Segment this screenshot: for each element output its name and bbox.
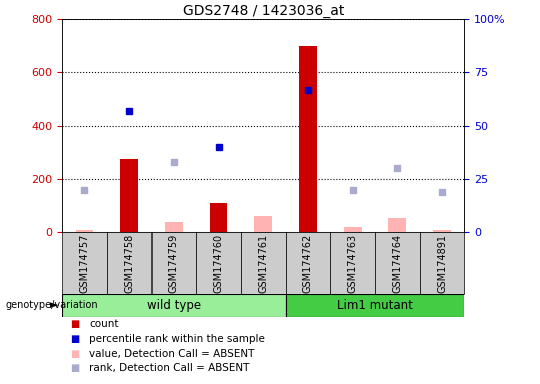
Text: wild type: wild type [147, 299, 201, 312]
Bar [76, 230, 93, 232]
Bar [420, 232, 464, 294]
Bar [286, 232, 330, 294]
Bar [152, 232, 196, 294]
Text: percentile rank within the sample: percentile rank within the sample [89, 334, 265, 344]
Bar [107, 232, 151, 294]
Text: GSM174759: GSM174759 [169, 233, 179, 293]
Bar [62, 294, 286, 317]
Bar [433, 230, 451, 232]
Text: count: count [89, 319, 119, 329]
Text: ►: ► [50, 300, 58, 310]
Bar [120, 159, 138, 232]
Bar [286, 294, 464, 317]
Bar [343, 227, 362, 232]
Text: GSM174764: GSM174764 [393, 233, 402, 293]
Bar [330, 232, 375, 294]
Text: GSM174763: GSM174763 [348, 233, 357, 293]
Bar [210, 203, 227, 232]
Bar [388, 218, 406, 232]
Bar [196, 232, 241, 294]
Text: GSM174891: GSM174891 [437, 233, 447, 293]
Text: genotype/variation: genotype/variation [5, 300, 98, 310]
Text: ■: ■ [70, 349, 79, 359]
Text: ■: ■ [70, 319, 79, 329]
Text: value, Detection Call = ABSENT: value, Detection Call = ABSENT [89, 349, 254, 359]
Bar [254, 216, 272, 232]
Bar [165, 222, 183, 232]
Text: ■: ■ [70, 363, 79, 373]
Title: GDS2748 / 1423036_at: GDS2748 / 1423036_at [183, 4, 344, 18]
Bar [241, 232, 286, 294]
Text: rank, Detection Call = ABSENT: rank, Detection Call = ABSENT [89, 363, 249, 373]
Text: GSM174762: GSM174762 [303, 233, 313, 293]
Text: ■: ■ [70, 334, 79, 344]
Text: GSM174760: GSM174760 [213, 233, 224, 293]
Bar [375, 232, 420, 294]
Text: GSM174758: GSM174758 [124, 233, 134, 293]
Bar [62, 232, 107, 294]
Text: GSM174761: GSM174761 [258, 233, 268, 293]
Text: Lim1 mutant: Lim1 mutant [337, 299, 413, 312]
Bar [299, 46, 317, 232]
Text: GSM174757: GSM174757 [79, 233, 90, 293]
